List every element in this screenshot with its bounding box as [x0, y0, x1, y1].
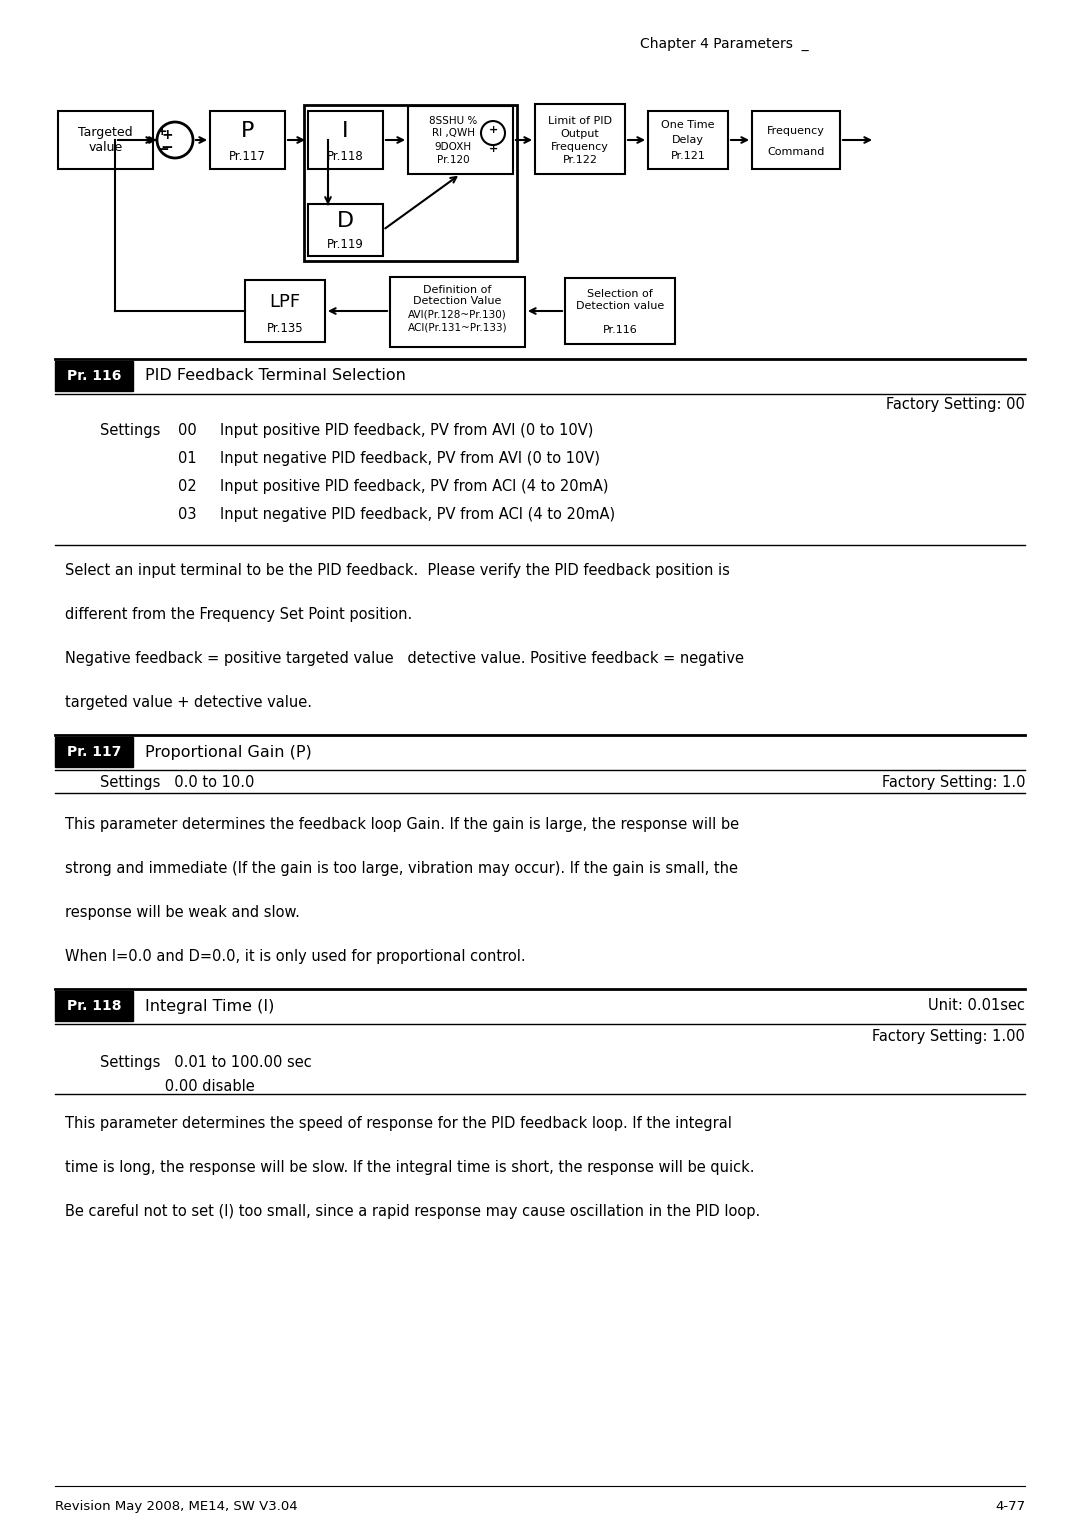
FancyBboxPatch shape [55, 736, 133, 767]
Text: When I=0.0 and D=0.0, it is only used for proportional control.: When I=0.0 and D=0.0, it is only used fo… [65, 950, 526, 963]
Text: Frequency: Frequency [551, 143, 609, 152]
Text: Delay: Delay [672, 135, 704, 146]
Text: I: I [342, 121, 349, 141]
FancyBboxPatch shape [55, 991, 133, 1022]
Text: Pr.117: Pr.117 [229, 150, 266, 163]
Text: +: + [161, 127, 173, 143]
FancyBboxPatch shape [565, 278, 675, 344]
Text: time is long, the response will be slow. If the integral time is short, the resp: time is long, the response will be slow.… [65, 1160, 755, 1175]
Text: Detection Value: Detection Value [414, 296, 502, 307]
FancyBboxPatch shape [55, 360, 133, 391]
Text: +: + [488, 144, 498, 153]
Text: Command: Command [767, 147, 825, 156]
Text: Be careful not to set (I) too small, since a rapid response may cause oscillatio: Be careful not to set (I) too small, sin… [65, 1204, 760, 1220]
FancyBboxPatch shape [308, 204, 383, 256]
Text: One Time: One Time [661, 121, 715, 130]
Text: −: − [161, 140, 174, 155]
FancyBboxPatch shape [308, 110, 383, 169]
Text: Chapter 4 Parameters  _: Chapter 4 Parameters _ [640, 37, 809, 51]
Text: 4-77: 4-77 [995, 1500, 1025, 1513]
Text: Settings: Settings [100, 423, 160, 439]
Text: Proportional Gain (P): Proportional Gain (P) [145, 744, 312, 759]
Circle shape [157, 123, 193, 158]
Text: Pr. 118: Pr. 118 [67, 999, 121, 1012]
Text: RI ,QWH: RI ,QWH [432, 127, 474, 138]
FancyBboxPatch shape [752, 110, 840, 169]
Text: This parameter determines the feedback loop Gain. If the gain is large, the resp: This parameter determines the feedback l… [65, 818, 739, 831]
Text: Pr.121: Pr.121 [671, 152, 705, 161]
Text: Pr.120: Pr.120 [436, 155, 470, 166]
Text: Pr.119: Pr.119 [327, 238, 364, 252]
Text: D: D [337, 212, 354, 232]
Text: Factory Setting: 1.0: Factory Setting: 1.0 [881, 775, 1025, 790]
Text: response will be weak and slow.: response will be weak and slow. [65, 905, 300, 920]
Text: different from the Frequency Set Point position.: different from the Frequency Set Point p… [65, 607, 413, 621]
Text: Output: Output [561, 129, 599, 140]
Text: Settings   0.0 to 10.0: Settings 0.0 to 10.0 [100, 775, 255, 790]
Text: Pr.122: Pr.122 [563, 155, 597, 166]
Circle shape [481, 121, 505, 146]
Text: +: + [157, 124, 167, 138]
FancyBboxPatch shape [245, 281, 325, 342]
Text: Pr.118: Pr.118 [327, 150, 364, 163]
Text: Pr.116: Pr.116 [603, 325, 637, 334]
FancyBboxPatch shape [390, 278, 525, 347]
Text: Input negative PID feedback, PV from ACI (4 to 20mA): Input negative PID feedback, PV from ACI… [220, 508, 616, 522]
Text: strong and immediate (If the gain is too large, vibration may occur). If the gai: strong and immediate (If the gain is too… [65, 861, 738, 876]
Text: Selection of: Selection of [588, 288, 653, 299]
Text: PID Feedback Terminal Selection: PID Feedback Terminal Selection [145, 368, 406, 384]
Text: Limit of PID: Limit of PID [548, 117, 612, 126]
Text: AVI(Pr.128~Pr.130): AVI(Pr.128~Pr.130) [408, 310, 507, 319]
Text: Input positive PID feedback, PV from ACI (4 to 20mA): Input positive PID feedback, PV from ACI… [220, 479, 608, 494]
Text: Settings   0.01 to 100.00 sec: Settings 0.01 to 100.00 sec [100, 1055, 312, 1071]
Text: Factory Setting: 00: Factory Setting: 00 [886, 397, 1025, 413]
Text: Negative feedback = positive targeted value   detective value. Positive feedback: Negative feedback = positive targeted va… [65, 650, 744, 666]
Text: 00: 00 [178, 423, 197, 439]
Text: Pr. 117: Pr. 117 [67, 746, 121, 759]
Text: Targeted
value: Targeted value [78, 126, 133, 153]
Text: Pr. 116: Pr. 116 [67, 370, 121, 384]
Text: Frequency: Frequency [767, 126, 825, 137]
FancyBboxPatch shape [408, 106, 513, 173]
Text: ACI(Pr.131~Pr.133): ACI(Pr.131~Pr.133) [407, 322, 508, 333]
Text: Integral Time (I): Integral Time (I) [145, 999, 274, 1014]
Text: P: P [241, 121, 254, 141]
Text: 01: 01 [178, 451, 197, 466]
Text: 8SSHU %: 8SSHU % [429, 117, 477, 126]
Text: Unit: 0.01sec: Unit: 0.01sec [928, 999, 1025, 1014]
Text: Pr.135: Pr.135 [267, 322, 303, 334]
Text: Input negative PID feedback, PV from AVI (0 to 10V): Input negative PID feedback, PV from AVI… [220, 451, 600, 466]
Text: This parameter determines the speed of response for the PID feedback loop. If th: This parameter determines the speed of r… [65, 1117, 732, 1131]
Text: +: + [488, 126, 498, 135]
Text: LPF: LPF [269, 293, 300, 311]
Text: Definition of: Definition of [423, 285, 491, 295]
Text: Revision May 2008, ME14, SW V3.04: Revision May 2008, ME14, SW V3.04 [55, 1500, 298, 1513]
Text: 03: 03 [178, 508, 197, 522]
FancyBboxPatch shape [535, 104, 625, 173]
Text: −: − [157, 143, 170, 158]
FancyBboxPatch shape [210, 110, 285, 169]
Text: Input positive PID feedback, PV from AVI (0 to 10V): Input positive PID feedback, PV from AVI… [220, 423, 593, 439]
Text: 0.00 disable: 0.00 disable [100, 1078, 255, 1094]
Text: Detection value: Detection value [576, 301, 664, 311]
FancyBboxPatch shape [648, 110, 728, 169]
Text: Select an input terminal to be the PID feedback.  Please verify the PID feedback: Select an input terminal to be the PID f… [65, 563, 730, 578]
Text: targeted value + detective value.: targeted value + detective value. [65, 695, 312, 710]
Text: 02: 02 [178, 479, 197, 494]
Text: Factory Setting: 1.00: Factory Setting: 1.00 [873, 1029, 1025, 1045]
FancyBboxPatch shape [58, 110, 153, 169]
Text: 9DOXH: 9DOXH [434, 143, 472, 152]
